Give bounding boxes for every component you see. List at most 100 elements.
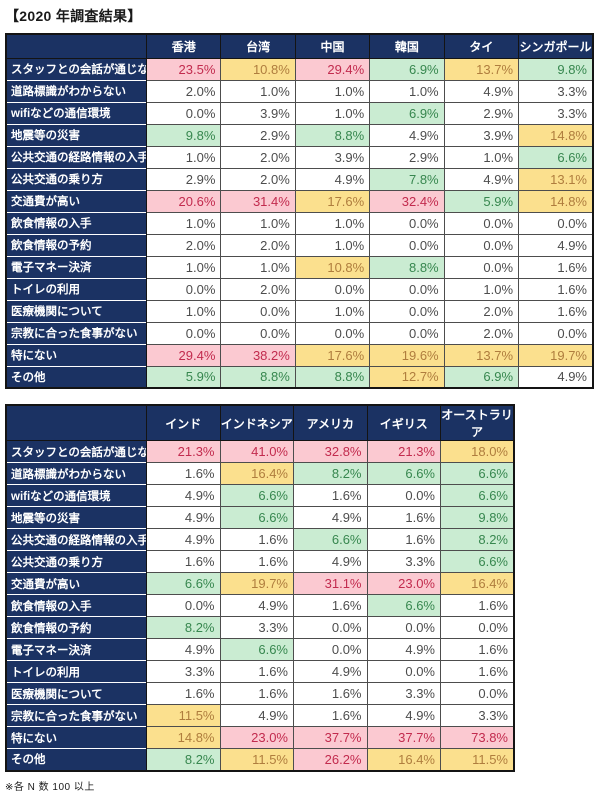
value-cell: 6.9% [369,101,445,125]
value-cell: 5.9% [443,189,520,213]
value-cell: 6.6% [293,528,368,551]
value-cell: 4.9% [518,233,594,257]
table-row: 公共交通の経路情報の入手 4.9% 1.6% 6.6% 1.6% 8.2% [6,528,515,551]
value-cell: 2.9% [145,167,222,191]
table-row: wifiなどの通信環境 4.9% 6.6% 1.6% 0.0% 6.6% [6,484,515,507]
table-row: 宗教に合った食事がない 11.5% 4.9% 1.6% 4.9% 3.3% [6,704,515,727]
value-cell: 7.8% [369,167,445,191]
value-cell: 0.0% [369,211,445,235]
table-row: トイレの利用 3.3% 1.6% 4.9% 0.0% 1.6% [6,660,515,683]
column-header: タイ [443,33,520,59]
value-cell: 8.8% [294,123,371,147]
value-cell: 0.0% [366,616,441,639]
value-cell: 4.9% [146,638,221,661]
row-label-cell: スタッフとの会話が通じない [6,57,147,80]
value-cell: 0.0% [293,616,368,639]
value-cell: 2.0% [220,233,296,257]
value-cell: 1.6% [366,528,441,551]
value-cell: 1.0% [294,211,371,235]
value-cell: 2.0% [220,167,296,191]
value-cell: 0.0% [443,255,520,279]
value-cell: 1.6% [146,682,221,705]
value-cell: 6.6% [440,462,515,485]
row-label-cell: 電子マネー決済 [6,255,147,278]
value-cell: 1.0% [145,255,222,279]
row-label-cell: 地震等の災害 [6,123,147,146]
value-cell: 16.4% [219,462,294,485]
table-row: 特にない 14.8% 23.0% 37.7% 37.7% 73.8% [6,726,515,749]
table-row: 電子マネー決済 4.9% 6.6% 0.0% 4.9% 1.6% [6,638,515,661]
value-cell: 37.7% [293,726,368,749]
row-label-cell: 宗教に合った食事がない [6,704,147,727]
table-row: 飲食情報の入手 0.0% 4.9% 1.6% 6.6% 1.6% [6,594,515,617]
value-cell: 2.9% [443,101,520,125]
value-cell: 1.0% [145,145,222,169]
value-cell: 8.2% [146,616,221,639]
value-cell: 1.0% [220,255,296,279]
table-row: wifiなどの通信環境 0.0% 3.9% 1.0% 6.9% 2.9% 3.3% [6,101,594,125]
value-cell: 9.8% [440,506,515,529]
value-cell: 0.0% [146,594,221,617]
row-label-cell: トイレの利用 [6,277,147,300]
value-cell: 4.9% [219,594,294,617]
survey-table-asia: 香港 台湾 中国 韓国 タイ シンガポール スタッフとの会話が通じない 23.5% 10.8%… [5,33,594,389]
value-cell: 0.0% [293,638,368,661]
value-cell: 0.0% [366,660,441,683]
table-row: スタッフとの会話が通じない 21.3% 41.0% 32.8% 21.3% 18.0% [6,440,515,463]
table-row: 公共交通の乗り方 1.6% 1.6% 4.9% 3.3% 6.6% [6,550,515,573]
row-label-cell: 医療機関について [6,682,147,705]
table-row: 地震等の災害 9.8% 2.9% 8.8% 4.9% 3.9% 14.8% [6,123,594,147]
column-header: シンガポール [518,33,594,59]
value-cell: 10.8% [220,57,296,81]
value-cell: 0.0% [369,299,445,323]
value-cell: 3.3% [366,682,441,705]
value-cell: 0.0% [369,277,445,301]
value-cell: 73.8% [440,726,515,749]
value-cell: 9.8% [145,123,222,147]
column-header: イギリス [366,404,441,441]
value-cell: 0.0% [369,321,445,345]
value-cell: 0.0% [220,299,296,323]
table-row: 交通費が高い 6.6% 19.7% 31.1% 23.0% 16.4% [6,572,515,595]
value-cell: 12.7% [369,365,445,389]
value-cell: 1.6% [518,255,594,279]
value-cell: 31.1% [293,572,368,595]
column-header: 韓国 [369,33,445,59]
value-cell: 1.6% [440,660,515,683]
value-cell: 21.3% [366,440,441,463]
value-cell: 1.6% [146,550,221,573]
row-label-cell: 交通費が高い [6,189,147,212]
value-cell: 2.9% [220,123,296,147]
value-cell: 1.6% [293,594,368,617]
value-cell: 6.6% [440,484,515,507]
value-cell: 38.2% [220,343,296,367]
value-cell: 3.3% [518,101,594,125]
value-cell: 3.3% [366,550,441,573]
corner-cell [6,405,147,441]
value-cell: 14.8% [518,189,594,213]
value-cell: 3.3% [518,79,594,103]
value-cell: 6.6% [518,145,594,169]
value-cell: 21.3% [146,440,221,463]
column-header: 台湾 [220,33,296,59]
value-cell: 3.3% [440,704,515,727]
header-row: 香港 台湾 中国 韓国 タイ シンガポール [6,33,594,59]
row-label-cell: 飲食情報の入手 [6,594,147,617]
value-cell: 13.7% [443,343,520,367]
value-cell: 6.6% [366,462,441,485]
value-cell: 3.3% [146,660,221,683]
value-cell: 0.0% [440,682,515,705]
row-label-cell: スタッフとの会話が通じない [6,440,147,463]
value-cell: 8.8% [220,365,296,389]
table-row: 宗教に合った食事がない 0.0% 0.0% 0.0% 0.0% 2.0% 0.0% [6,321,594,345]
value-cell: 6.6% [219,484,294,507]
value-cell: 2.9% [369,145,445,169]
value-cell: 8.8% [294,365,371,389]
value-cell: 19.7% [219,572,294,595]
value-cell: 20.6% [145,189,222,213]
value-cell: 0.0% [294,277,371,301]
value-cell: 23.0% [366,572,441,595]
value-cell: 37.7% [366,726,441,749]
value-cell: 6.6% [440,550,515,573]
table-row: 医療機関について 1.6% 1.6% 1.6% 3.3% 0.0% [6,682,515,705]
